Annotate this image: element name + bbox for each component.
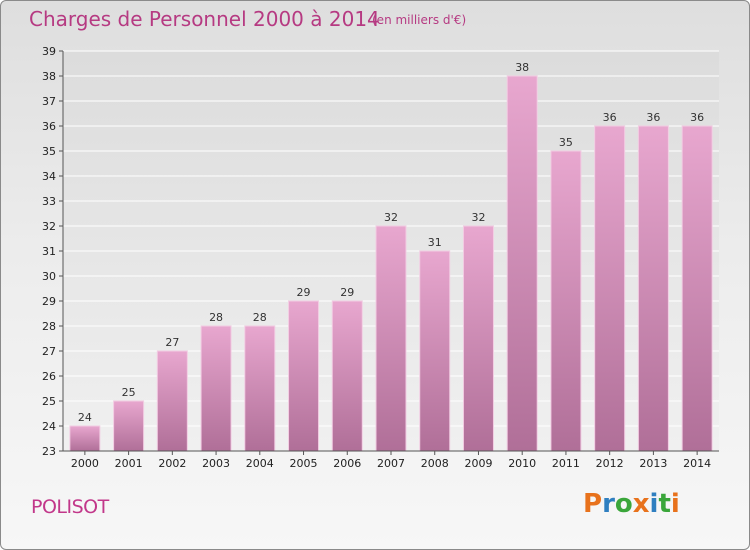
x-tick-label: 2008 [421, 457, 449, 470]
proxiti-logo: Proxiti [583, 489, 680, 519]
logo-letter: t [658, 489, 671, 519]
logo-letter: r [602, 489, 615, 519]
x-tick-label: 2001 [115, 457, 143, 470]
x-tick-label: 2005 [290, 457, 318, 470]
x-tick-label: 2013 [639, 457, 667, 470]
bar-value-label: 29 [340, 286, 354, 299]
x-tick-label: 2006 [333, 457, 361, 470]
y-tick-label: 39 [42, 45, 56, 58]
y-tick-label: 33 [42, 195, 56, 208]
bar-value-label: 31 [428, 236, 442, 249]
bar-value-label: 36 [690, 111, 704, 124]
logo-letter: x [632, 489, 650, 519]
y-tick-label: 27 [42, 345, 56, 358]
x-tick-label: 2003 [202, 457, 230, 470]
y-tick-label: 37 [42, 95, 56, 108]
bar-value-label: 25 [122, 386, 136, 399]
bar-2005 [288, 300, 320, 452]
x-tick-label: 2010 [508, 457, 536, 470]
logo-letter: i [649, 489, 659, 519]
chart-subtitle: (en milliers d'€) [372, 13, 467, 27]
y-tick-label: 23 [42, 445, 56, 458]
bar-2001 [113, 400, 145, 452]
x-tick-label: 2000 [71, 457, 99, 470]
y-tick-label: 36 [42, 120, 56, 133]
commune-name: POLISOT [31, 496, 109, 518]
bar-2009 [462, 225, 494, 452]
y-tick-label: 25 [42, 395, 56, 408]
logo-letter: o [614, 489, 633, 519]
logo-letter: i [670, 489, 680, 519]
x-tick-label: 2011 [552, 457, 580, 470]
bar-value-label: 32 [384, 211, 398, 224]
y-tick-label: 34 [42, 170, 56, 183]
bar-value-label: 32 [471, 211, 485, 224]
bar-2004 [244, 325, 276, 452]
y-tick-label: 26 [42, 370, 56, 383]
y-tick-label: 31 [42, 245, 56, 258]
x-tick-label: 2012 [596, 457, 624, 470]
x-tick-label: 2007 [377, 457, 405, 470]
bar-2014 [681, 125, 713, 452]
x-tick-label: 2009 [464, 457, 492, 470]
bar-value-label: 24 [78, 411, 92, 424]
bar-2006 [331, 300, 363, 452]
x-tick-label: 2014 [683, 457, 711, 470]
bar-2000 [69, 425, 101, 452]
bar-2008 [419, 250, 451, 452]
bar-2003 [200, 325, 232, 452]
bar-value-label: 28 [209, 311, 223, 324]
bar-value-label: 38 [515, 61, 529, 74]
bar-2013 [637, 125, 669, 452]
bar-value-label: 35 [559, 136, 573, 149]
bar-2010 [506, 75, 538, 452]
y-tick-label: 30 [42, 270, 56, 283]
bar-value-label: 29 [297, 286, 311, 299]
bar-2012 [594, 125, 626, 452]
y-tick-label: 35 [42, 145, 56, 158]
y-tick-label: 29 [42, 295, 56, 308]
y-tick-label: 32 [42, 220, 56, 233]
bar-2011 [550, 150, 582, 452]
bar-2007 [375, 225, 407, 452]
bar-value-label: 36 [603, 111, 617, 124]
bar-2002 [156, 350, 188, 452]
y-tick-label: 28 [42, 320, 56, 333]
bar-value-label: 28 [253, 311, 267, 324]
bar-value-label: 36 [646, 111, 660, 124]
chart-title: Charges de Personnel 2000 à 2014 [29, 7, 380, 31]
bar-value-label: 27 [165, 336, 179, 349]
x-tick-label: 2004 [246, 457, 274, 470]
logo-letter: P [583, 489, 603, 519]
x-tick-label: 2002 [158, 457, 186, 470]
y-tick-label: 38 [42, 70, 56, 83]
y-tick-label: 24 [42, 420, 56, 433]
